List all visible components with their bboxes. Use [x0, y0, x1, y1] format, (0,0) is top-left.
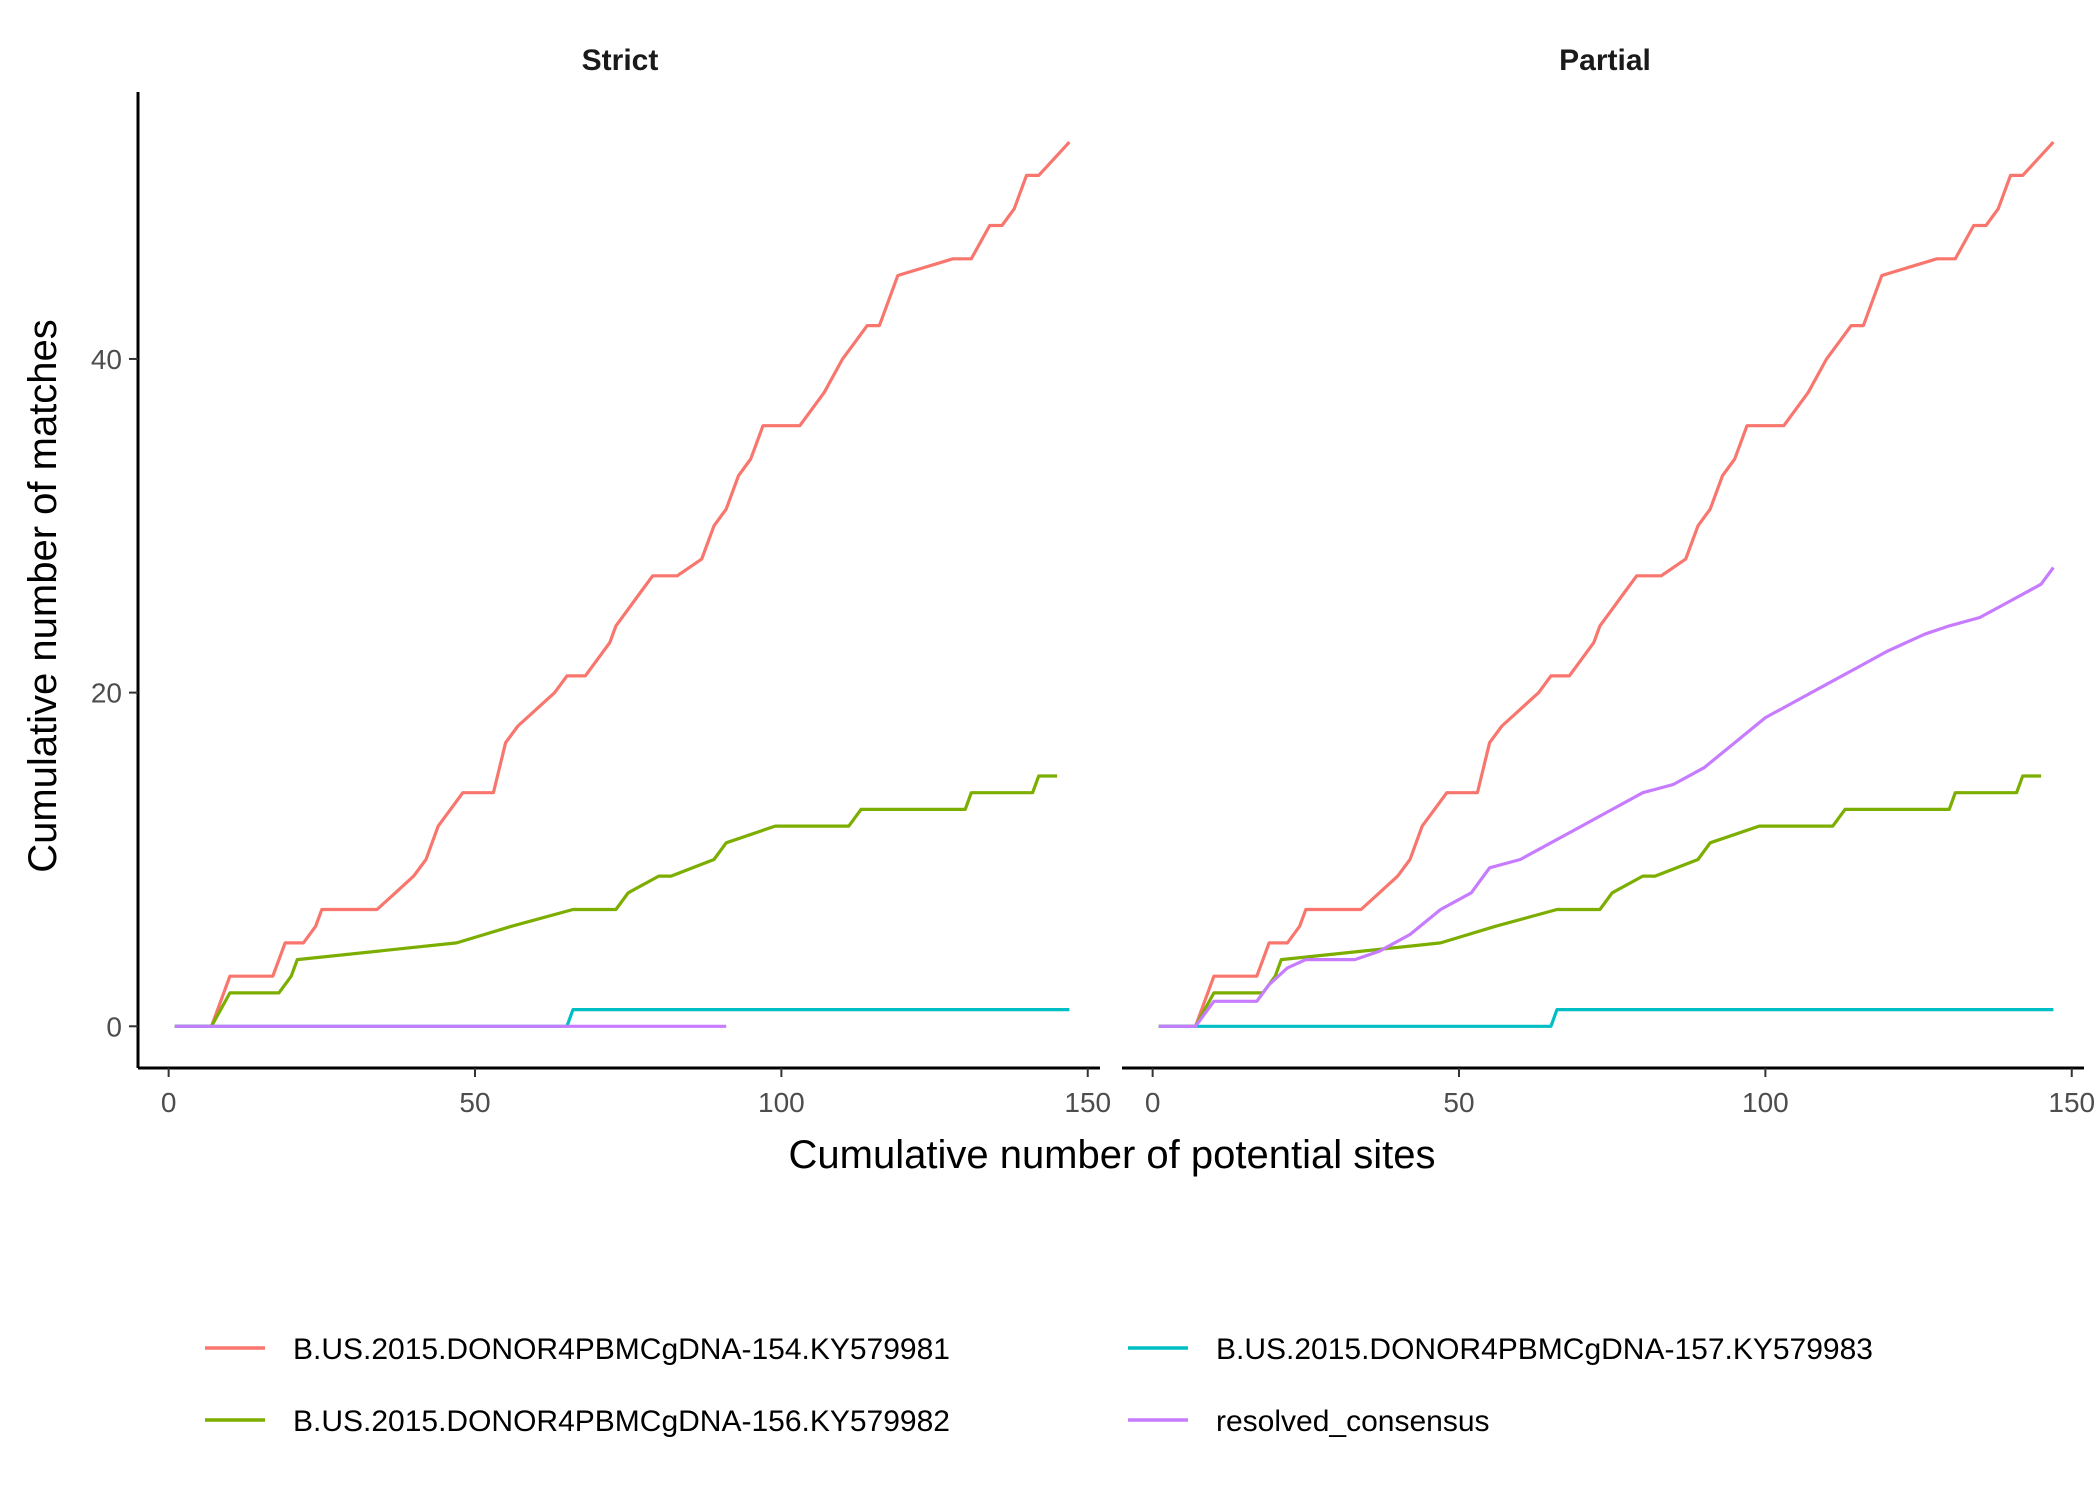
- y-axis-title: Cumulative number of matches: [21, 319, 65, 873]
- legend-item: B.US.2015.DONOR4PBMCgDNA-157.KY579983: [1128, 1333, 1873, 1366]
- legend-label: B.US.2015.DONOR4PBMCgDNA-156.KY579982: [293, 1405, 950, 1438]
- legend-item: B.US.2015.DONOR4PBMCgDNA-156.KY579982: [205, 1405, 950, 1438]
- series-line-b-us-2015-donor4pbmcgdna-154-ky579981: [174, 141, 1071, 1028]
- series-line-b-us-2015-donor4pbmcgdna-156-ky579982: [1158, 774, 2042, 1028]
- x-tick-label: 150: [2048, 1087, 2095, 1118]
- x-tick-label: 0: [1145, 1087, 1161, 1118]
- panel-title-strict: Strict: [582, 44, 659, 77]
- plot-area-strict: 0 20 40 0 50 100 150: [91, 92, 1111, 1118]
- plot-area-partial: 0 50 100 150: [1122, 141, 2095, 1118]
- legend-item: resolved_consensus: [1128, 1405, 1490, 1438]
- series-line-b-us-2015-donor4pbmcgdna-157-ky579983: [1158, 1008, 2054, 1028]
- series-line-b-us-2015-donor4pbmcgdna-156-ky579982: [174, 774, 1058, 1028]
- panel-partial: Partial 0 50 100 150: [1122, 44, 2095, 1118]
- series-line-b-us-2015-donor4pbmcgdna-157-ky579983: [174, 1008, 1070, 1028]
- x-tick-label: 100: [1742, 1087, 1789, 1118]
- x-tick-label: 150: [1064, 1087, 1111, 1118]
- legend: B.US.2015.DONOR4PBMCgDNA-154.KY579981 B.U…: [205, 1333, 1873, 1438]
- x-tick-label: 50: [459, 1087, 490, 1118]
- x-tick-label: 0: [161, 1087, 177, 1118]
- y-tick-label: 20: [91, 678, 122, 709]
- series-line-b-us-2015-donor4pbmcgdna-154-ky579981: [1158, 141, 2055, 1028]
- series-line-resolved-consensus: [1158, 566, 2055, 1028]
- legend-item: B.US.2015.DONOR4PBMCgDNA-154.KY579981: [205, 1333, 950, 1366]
- panel-title-partial: Partial: [1559, 44, 1651, 77]
- x-axis-title: Cumulative number of potential sites: [789, 1133, 1436, 1177]
- x-tick-label: 50: [1443, 1087, 1474, 1118]
- panel-strict: Strict 0 20 40 0 50 100 150: [91, 44, 1111, 1118]
- legend-label: B.US.2015.DONOR4PBMCgDNA-154.KY579981: [293, 1333, 950, 1366]
- y-tick-label: 40: [91, 344, 122, 375]
- legend-label: resolved_consensus: [1216, 1405, 1490, 1438]
- y-tick-label: 0: [106, 1011, 122, 1042]
- x-tick-label: 100: [758, 1087, 805, 1118]
- legend-label: B.US.2015.DONOR4PBMCgDNA-157.KY579983: [1216, 1333, 1873, 1366]
